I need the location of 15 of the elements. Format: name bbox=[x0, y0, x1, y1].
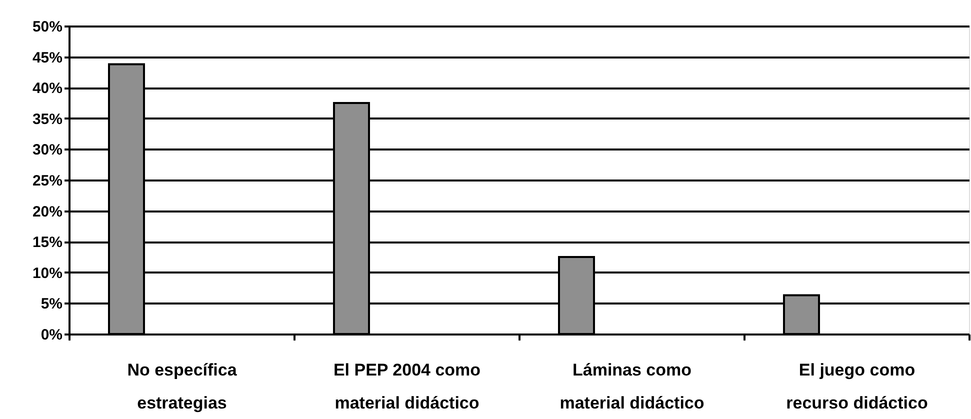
y-tick-label: 30% bbox=[32, 142, 62, 159]
x-tick-label: El PEP 2004 como material didáctico bbox=[333, 360, 481, 412]
y-tick-label: 35% bbox=[32, 110, 62, 128]
x-tick-label: No específica estrategias bbox=[127, 360, 238, 412]
x-tick-label: El juego como recurso didáctico bbox=[786, 360, 928, 412]
x-tick-label: Láminas como material didáctico bbox=[560, 360, 704, 412]
y-tick-label: 20% bbox=[32, 203, 62, 220]
y-tick-label: 50% bbox=[32, 18, 62, 36]
y-tick-label: 45% bbox=[32, 49, 62, 66]
y-tick-label: 25% bbox=[32, 172, 62, 190]
y-tick-label: 5% bbox=[40, 296, 62, 313]
y-tick-label: 10% bbox=[32, 264, 62, 282]
y-tick-label: 0% bbox=[40, 326, 62, 344]
y-tick-label: 15% bbox=[32, 234, 62, 252]
y-tick-label: 40% bbox=[32, 80, 62, 98]
